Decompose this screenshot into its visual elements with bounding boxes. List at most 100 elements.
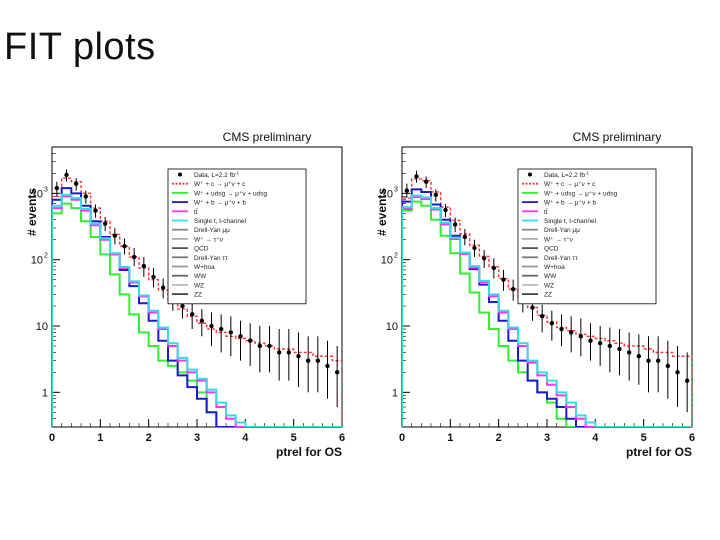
legend-label: ZZ	[194, 292, 202, 299]
slide-title: FIT plots	[4, 26, 156, 68]
hist-single-t	[52, 193, 342, 427]
data-point	[655, 358, 661, 363]
legend-label: Drell-Yan μμ	[194, 227, 230, 234]
data-point	[549, 321, 555, 326]
legend-box	[517, 168, 657, 305]
data-point	[189, 312, 195, 317]
data-point	[617, 346, 622, 352]
data-point	[141, 263, 147, 269]
data-point	[578, 334, 584, 339]
data-point	[286, 350, 292, 355]
legend-label: W⁺ → τ⁺ν	[194, 236, 223, 243]
data-point	[238, 334, 243, 339]
x-axis-label: ptrel for OS	[626, 445, 692, 459]
y-tick-label: 10	[386, 321, 398, 333]
chart-right: CMS preliminary # events ptrel for OS 0 1 2 3 4…	[375, 130, 699, 459]
x-tick-label: 1	[447, 432, 453, 444]
data-point	[151, 274, 156, 280]
legend-label: QCD	[194, 246, 209, 253]
data-point	[83, 194, 89, 199]
data-point	[228, 330, 234, 335]
chart-title: CMS preliminary	[573, 130, 662, 144]
data-point	[684, 378, 690, 383]
data-point	[180, 303, 185, 309]
data-point	[695, 410, 699, 414]
legend-label: WZ	[194, 282, 204, 289]
y-tick-label: 10	[31, 255, 43, 267]
data-point	[64, 172, 69, 178]
x-tick-label: 0	[49, 432, 55, 444]
data-point	[510, 286, 516, 292]
legend-label: W⁺ + b → μ⁺ν + b	[194, 200, 247, 207]
legend-label: Data, L=2.2 fb-1	[194, 171, 240, 180]
x-tick-label: 3	[194, 432, 200, 444]
legend-label: Drell-Yan ττ	[194, 255, 228, 262]
data-point	[675, 370, 680, 375]
legend-label: Drell-Yan μμ	[544, 227, 580, 234]
data-point	[568, 330, 574, 335]
data-point	[404, 188, 410, 193]
data-point	[530, 305, 535, 310]
hist-w-b	[402, 188, 692, 427]
legend-label: Drell-Yan ττ	[544, 255, 578, 262]
legend-marker	[178, 172, 182, 177]
x-tick-label: 3	[544, 432, 550, 444]
x-tick-label: 5	[641, 432, 647, 444]
legend: Data, L=2.2 fb-1W⁺ + c → μ⁺ν + c W⁺ + uds…	[167, 168, 307, 305]
hist-single-t	[402, 194, 692, 427]
chart-left: CMS preliminary # events ptrel for OS 0 1 2 3 4…	[25, 130, 349, 459]
data-point	[472, 245, 477, 251]
legend-label: W⁺ + udsg → μ⁺ν + udsg	[194, 190, 267, 197]
data-point	[276, 350, 282, 355]
y-axis-label: # events	[375, 188, 389, 236]
legend-label: W⁺ + c → μ⁺ν + c	[544, 181, 596, 188]
hist-w-c	[52, 177, 342, 427]
data-point	[334, 370, 340, 375]
data-point	[93, 208, 98, 213]
x-axis-label: ptrel for OS	[276, 445, 342, 459]
data-point	[414, 174, 419, 179]
legend-label: ZZ	[544, 292, 552, 299]
hist-w-c	[402, 178, 692, 427]
x-tick-label: 4	[242, 432, 249, 444]
data-point	[433, 192, 439, 198]
plot-area	[52, 169, 349, 427]
data-point	[345, 410, 349, 414]
legend-label: W⁺ → τ⁺ν	[544, 236, 573, 243]
data-point	[423, 179, 429, 184]
data-point	[257, 343, 263, 349]
data-point	[315, 358, 321, 363]
legend-label: tt̄	[544, 208, 548, 216]
legend-label: W+hoa	[544, 264, 565, 271]
data-point	[296, 354, 301, 359]
x-tick-label: 2	[496, 432, 502, 444]
data-point	[218, 326, 224, 332]
x-tick-label: 1	[97, 432, 103, 444]
legend-label: QCD	[544, 246, 559, 253]
legend-label: WW	[194, 273, 207, 280]
data-point	[665, 363, 671, 369]
data-point	[325, 363, 330, 369]
legend-label: WW	[544, 273, 557, 280]
chart-title: CMS preliminary	[223, 130, 312, 144]
data-point	[247, 338, 253, 343]
data-point	[267, 343, 272, 349]
x-tick-label: 4	[592, 432, 599, 444]
data-point	[131, 254, 137, 260]
x-tick-label: 0	[399, 432, 405, 444]
legend-label: tt̄	[194, 208, 198, 216]
data-point	[443, 207, 448, 213]
legend-label: Single t, t-channel	[194, 218, 247, 225]
legend-box	[167, 168, 307, 305]
data-point	[636, 354, 642, 359]
data-point	[122, 243, 127, 249]
data-point	[462, 234, 468, 240]
legend-label: W⁺ + b → μ⁺ν + b	[544, 200, 597, 207]
y-tick-label: 1	[392, 387, 398, 399]
data-point	[54, 185, 60, 191]
legend-label: W+hoa	[194, 264, 215, 271]
data-point	[73, 181, 79, 186]
legend-label: WZ	[544, 282, 554, 289]
data-point	[597, 341, 603, 346]
data-point	[199, 318, 205, 323]
